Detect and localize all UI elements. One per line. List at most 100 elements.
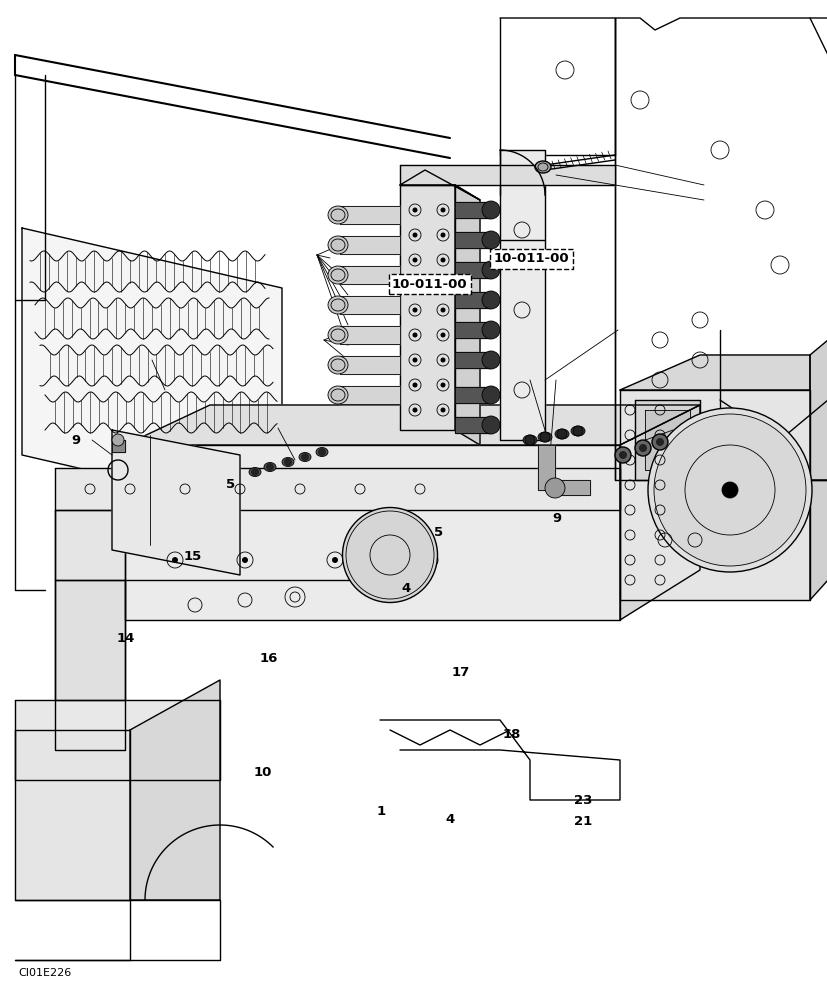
Polygon shape <box>500 150 544 440</box>
Polygon shape <box>455 292 490 308</box>
Ellipse shape <box>327 206 347 224</box>
Text: 5: 5 <box>433 526 443 540</box>
Circle shape <box>638 444 646 452</box>
Circle shape <box>539 432 549 442</box>
Ellipse shape <box>571 426 585 436</box>
Ellipse shape <box>249 468 261 477</box>
Circle shape <box>412 332 417 338</box>
Ellipse shape <box>327 326 347 344</box>
Text: 10: 10 <box>253 766 271 780</box>
Text: 14: 14 <box>117 632 135 644</box>
Circle shape <box>481 201 500 219</box>
Text: 21: 21 <box>573 815 591 828</box>
Circle shape <box>648 408 811 572</box>
Polygon shape <box>55 468 619 510</box>
Text: 16: 16 <box>259 652 277 664</box>
Polygon shape <box>340 326 399 344</box>
Circle shape <box>440 358 445 362</box>
Ellipse shape <box>327 236 347 254</box>
Circle shape <box>412 208 417 213</box>
Polygon shape <box>112 430 240 575</box>
Ellipse shape <box>327 266 347 284</box>
Circle shape <box>412 257 417 262</box>
Text: 4: 4 <box>400 582 410 594</box>
Text: 10-011-00: 10-011-00 <box>391 277 467 290</box>
Circle shape <box>440 332 445 338</box>
Circle shape <box>412 308 417 312</box>
Text: 18: 18 <box>502 728 520 741</box>
Circle shape <box>653 414 805 566</box>
Circle shape <box>651 434 667 450</box>
Circle shape <box>241 557 248 563</box>
Circle shape <box>619 451 626 459</box>
Polygon shape <box>399 170 480 200</box>
Text: 5: 5 <box>225 478 235 490</box>
Polygon shape <box>340 236 399 254</box>
Text: 9: 9 <box>552 512 562 524</box>
Text: 4: 4 <box>444 813 454 826</box>
Polygon shape <box>112 440 125 452</box>
Polygon shape <box>340 356 399 374</box>
Text: 1: 1 <box>375 805 385 818</box>
Circle shape <box>412 382 417 387</box>
Ellipse shape <box>264 462 275 472</box>
Circle shape <box>614 447 630 463</box>
Circle shape <box>440 382 445 387</box>
Circle shape <box>301 453 308 461</box>
Ellipse shape <box>523 435 537 445</box>
Polygon shape <box>340 206 399 224</box>
Ellipse shape <box>327 356 347 374</box>
Polygon shape <box>455 387 490 403</box>
Circle shape <box>265 463 274 471</box>
Circle shape <box>440 232 445 237</box>
Polygon shape <box>130 680 220 900</box>
Polygon shape <box>399 165 614 185</box>
Polygon shape <box>340 266 399 284</box>
Circle shape <box>557 429 566 439</box>
Polygon shape <box>455 232 490 248</box>
Circle shape <box>544 478 564 498</box>
Polygon shape <box>125 445 619 620</box>
Ellipse shape <box>299 452 311 462</box>
Ellipse shape <box>316 448 327 456</box>
Circle shape <box>440 208 445 213</box>
Circle shape <box>481 351 500 369</box>
Polygon shape <box>15 700 220 780</box>
Circle shape <box>721 482 737 498</box>
Circle shape <box>332 557 337 563</box>
Polygon shape <box>619 355 809 390</box>
Circle shape <box>251 468 259 476</box>
Text: 9: 9 <box>71 434 81 448</box>
Circle shape <box>481 386 500 404</box>
Text: CI01E226: CI01E226 <box>18 968 71 978</box>
Polygon shape <box>619 390 809 600</box>
Circle shape <box>412 408 417 412</box>
Circle shape <box>412 358 417 362</box>
Circle shape <box>481 291 500 309</box>
Circle shape <box>412 232 417 237</box>
Polygon shape <box>340 296 399 314</box>
Polygon shape <box>125 405 699 445</box>
Circle shape <box>427 557 433 563</box>
Circle shape <box>481 261 500 279</box>
Circle shape <box>481 321 500 339</box>
Circle shape <box>655 438 663 446</box>
Polygon shape <box>554 480 590 495</box>
Circle shape <box>318 448 326 456</box>
Circle shape <box>112 434 124 446</box>
Polygon shape <box>455 262 490 278</box>
Polygon shape <box>455 417 490 433</box>
Polygon shape <box>399 185 455 430</box>
Circle shape <box>524 435 534 445</box>
Ellipse shape <box>538 432 552 442</box>
Ellipse shape <box>282 458 294 466</box>
Polygon shape <box>634 400 699 480</box>
Circle shape <box>572 426 582 436</box>
Circle shape <box>440 308 445 312</box>
Polygon shape <box>619 405 699 620</box>
Polygon shape <box>55 580 125 750</box>
Ellipse shape <box>554 429 568 439</box>
Text: 15: 15 <box>184 550 202 562</box>
Polygon shape <box>455 202 490 218</box>
Polygon shape <box>455 352 490 368</box>
